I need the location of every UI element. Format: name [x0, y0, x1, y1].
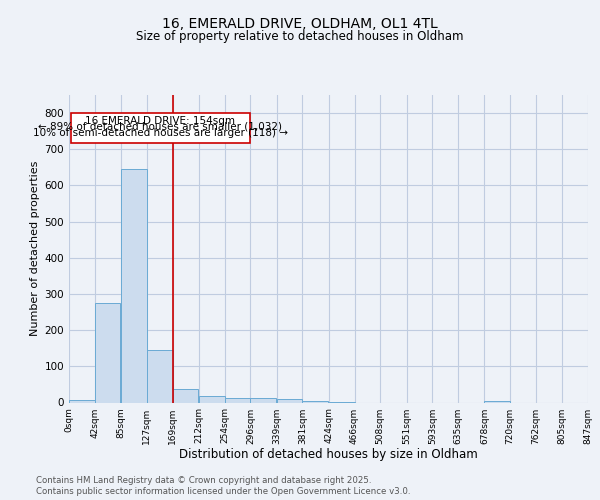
- Bar: [484, 401, 510, 402]
- FancyBboxPatch shape: [71, 113, 250, 144]
- Bar: [302, 400, 328, 402]
- Bar: [95, 303, 121, 402]
- Y-axis label: Number of detached properties: Number of detached properties: [31, 161, 40, 336]
- Bar: [250, 398, 276, 402]
- Text: Size of property relative to detached houses in Oldham: Size of property relative to detached ho…: [136, 30, 464, 43]
- Text: Contains HM Land Registry data © Crown copyright and database right 2025.: Contains HM Land Registry data © Crown c…: [36, 476, 371, 485]
- X-axis label: Distribution of detached houses by size in Oldham: Distribution of detached houses by size …: [179, 448, 478, 461]
- Bar: [173, 389, 198, 402]
- Bar: [121, 169, 147, 402]
- Bar: [277, 399, 302, 402]
- Text: 16, EMERALD DRIVE, OLDHAM, OL1 4TL: 16, EMERALD DRIVE, OLDHAM, OL1 4TL: [162, 18, 438, 32]
- Text: Contains public sector information licensed under the Open Government Licence v3: Contains public sector information licen…: [36, 487, 410, 496]
- Bar: [224, 398, 250, 402]
- Text: 10% of semi-detached houses are larger (118) →: 10% of semi-detached houses are larger (…: [33, 128, 288, 138]
- Text: 16 EMERALD DRIVE: 154sqm: 16 EMERALD DRIVE: 154sqm: [85, 116, 235, 126]
- Bar: [199, 396, 224, 402]
- Bar: [69, 400, 95, 402]
- Bar: [147, 350, 173, 403]
- Text: ← 89% of detached houses are smaller (1,032): ← 89% of detached houses are smaller (1,…: [38, 122, 282, 132]
